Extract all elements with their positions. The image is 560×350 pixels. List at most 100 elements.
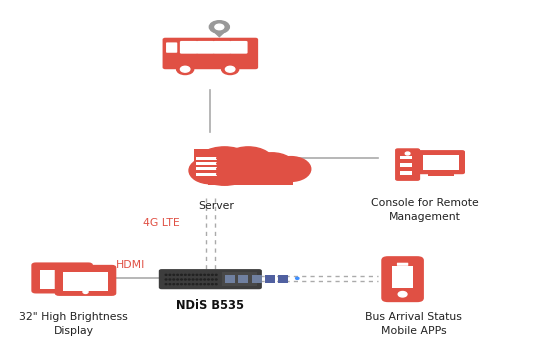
Circle shape	[398, 292, 407, 297]
Circle shape	[212, 279, 213, 280]
FancyBboxPatch shape	[159, 269, 262, 289]
Bar	[423, 155, 459, 170]
Circle shape	[189, 157, 232, 184]
Circle shape	[208, 284, 209, 285]
Circle shape	[296, 277, 299, 279]
Circle shape	[217, 158, 219, 159]
Circle shape	[188, 279, 190, 280]
Circle shape	[209, 21, 230, 33]
FancyBboxPatch shape	[230, 41, 248, 54]
Circle shape	[248, 153, 296, 182]
Circle shape	[226, 66, 235, 72]
Circle shape	[194, 147, 255, 185]
FancyBboxPatch shape	[417, 150, 465, 174]
Circle shape	[177, 274, 179, 275]
Circle shape	[192, 284, 194, 285]
Bar	[196, 157, 217, 160]
FancyBboxPatch shape	[194, 149, 222, 177]
Bar	[196, 173, 217, 176]
Circle shape	[165, 284, 167, 285]
Circle shape	[169, 279, 171, 280]
FancyBboxPatch shape	[162, 38, 258, 69]
Bar	[400, 163, 412, 167]
Circle shape	[173, 284, 175, 285]
FancyBboxPatch shape	[55, 265, 116, 296]
Circle shape	[212, 274, 213, 275]
Circle shape	[216, 279, 217, 280]
Circle shape	[169, 274, 171, 275]
Circle shape	[200, 284, 202, 285]
Bar	[40, 270, 84, 289]
Bar	[225, 275, 235, 284]
Circle shape	[216, 284, 217, 285]
Circle shape	[181, 279, 183, 280]
Bar	[63, 272, 108, 291]
Bar	[278, 275, 288, 284]
Circle shape	[222, 147, 274, 179]
Circle shape	[215, 24, 224, 30]
Circle shape	[271, 156, 311, 181]
Circle shape	[192, 274, 194, 275]
Circle shape	[177, 284, 179, 285]
Circle shape	[184, 274, 186, 275]
Circle shape	[196, 279, 198, 280]
FancyBboxPatch shape	[213, 41, 231, 54]
FancyBboxPatch shape	[381, 256, 424, 302]
Bar	[238, 275, 248, 284]
Circle shape	[180, 66, 190, 72]
Bar	[208, 168, 293, 185]
Text: Bus Arrival Status
Mobile APPs: Bus Arrival Status Mobile APPs	[365, 312, 462, 336]
Circle shape	[181, 274, 183, 275]
Circle shape	[176, 64, 194, 75]
Circle shape	[217, 163, 219, 164]
Circle shape	[184, 279, 186, 280]
Circle shape	[173, 274, 175, 275]
Circle shape	[192, 279, 194, 280]
Text: Console for Remote
Management: Console for Remote Management	[371, 197, 479, 222]
Bar	[251, 275, 262, 284]
Bar	[196, 167, 217, 170]
Circle shape	[212, 284, 213, 285]
Bar	[428, 174, 454, 176]
Circle shape	[173, 279, 175, 280]
Bar	[400, 155, 412, 159]
Bar	[222, 272, 257, 286]
Bar	[265, 275, 275, 284]
Circle shape	[165, 274, 167, 275]
Text: Server: Server	[198, 201, 234, 211]
Circle shape	[200, 279, 202, 280]
Text: 4G LTE: 4G LTE	[143, 218, 180, 228]
FancyBboxPatch shape	[395, 148, 420, 181]
Bar	[392, 266, 413, 288]
Circle shape	[222, 64, 239, 75]
Circle shape	[204, 284, 206, 285]
Circle shape	[165, 279, 167, 280]
Circle shape	[169, 284, 171, 285]
Text: 32" High Brightness
Display: 32" High Brightness Display	[20, 312, 128, 336]
FancyBboxPatch shape	[166, 42, 178, 53]
Circle shape	[196, 284, 198, 285]
Text: NDiS B535: NDiS B535	[176, 299, 244, 312]
Circle shape	[184, 284, 186, 285]
Circle shape	[405, 152, 410, 155]
FancyBboxPatch shape	[180, 41, 198, 54]
Circle shape	[181, 284, 183, 285]
Circle shape	[188, 274, 190, 275]
Circle shape	[208, 274, 209, 275]
Circle shape	[216, 274, 217, 275]
Circle shape	[204, 279, 206, 280]
Bar	[165, 44, 176, 68]
Text: HDMI: HDMI	[116, 260, 145, 271]
FancyBboxPatch shape	[397, 263, 408, 266]
Circle shape	[200, 274, 202, 275]
Circle shape	[83, 290, 88, 293]
Circle shape	[177, 279, 179, 280]
Circle shape	[196, 274, 198, 275]
Circle shape	[59, 288, 64, 291]
Circle shape	[217, 173, 219, 175]
Circle shape	[208, 279, 209, 280]
FancyBboxPatch shape	[197, 41, 214, 54]
Circle shape	[188, 284, 190, 285]
Circle shape	[204, 274, 206, 275]
Polygon shape	[214, 32, 225, 37]
